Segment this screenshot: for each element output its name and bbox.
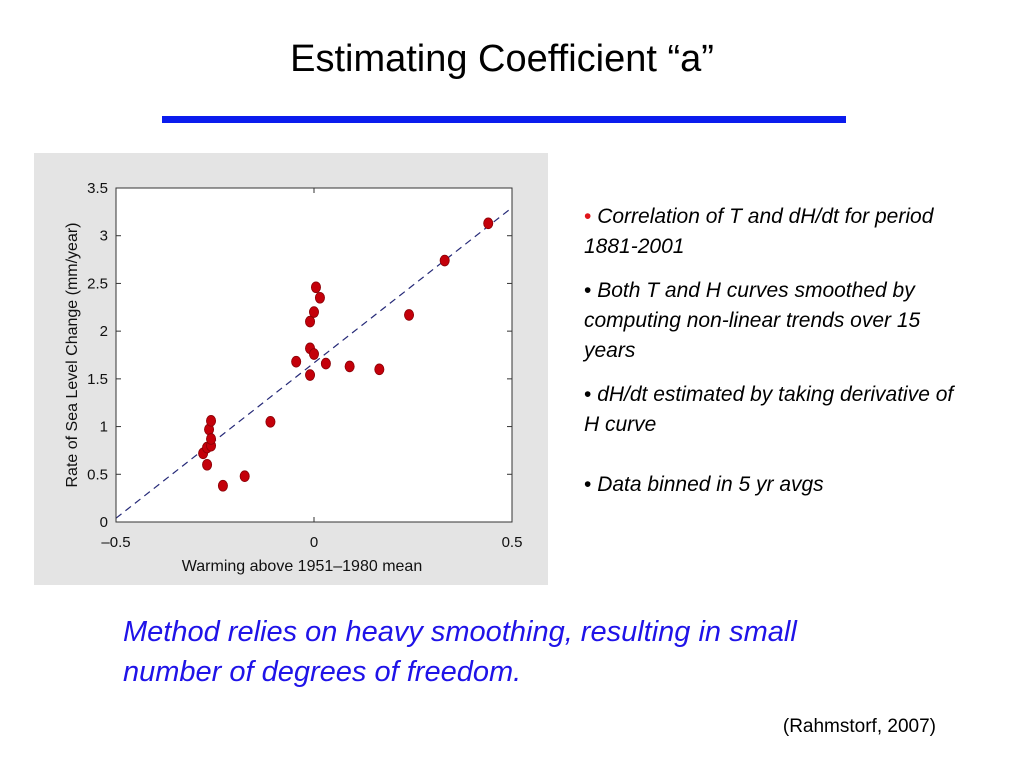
slide-title: Estimating Coefficient “a” bbox=[290, 38, 714, 80]
data-point bbox=[305, 315, 316, 328]
bullet-item: • dH/dt estimated by taking derivative o… bbox=[584, 380, 974, 440]
scatter-chart: –0.5 0 0.5 0 0.5 1 1.5 2 2.5 3 3.5 Warming above 1… bbox=[64, 180, 523, 575]
y-tick-label: 0.5 bbox=[87, 466, 108, 483]
data-point bbox=[404, 309, 415, 321]
scatter-figure: –0.5 0 0.5 0 0.5 1 1.5 2 2.5 3 3.5 Warming above 1… bbox=[34, 153, 548, 585]
bullet-item: • Both T and H curves smoothed by comput… bbox=[584, 276, 974, 366]
x-tick-label: –0.5 bbox=[101, 534, 130, 551]
title-underline bbox=[162, 116, 846, 123]
data-point bbox=[374, 363, 385, 376]
data-point bbox=[439, 254, 450, 267]
bullet-text: Both T and H curves smoothed by computin… bbox=[584, 279, 921, 362]
x-axis-title: Warming above 1951–1980 mean bbox=[182, 558, 422, 575]
conclusion-text: Method relies on heavy smoothing, result… bbox=[123, 616, 797, 688]
y-tick-label: 2 bbox=[100, 323, 108, 340]
x-tick-label: 0 bbox=[310, 534, 318, 551]
citation: (Rahmstorf, 2007) bbox=[782, 716, 936, 737]
data-point bbox=[206, 415, 217, 427]
data-point bbox=[202, 458, 213, 471]
data-point bbox=[206, 433, 217, 445]
bullet-item: • Correlation of T and dH/dt for period … bbox=[584, 202, 974, 262]
y-tick-label: 0 bbox=[100, 514, 108, 531]
data-point bbox=[314, 291, 325, 304]
y-axis-title: Rate of Sea Level Change (mm/year) bbox=[64, 222, 81, 487]
data-point bbox=[483, 217, 494, 230]
data-point bbox=[217, 479, 228, 492]
bullet-list: • Correlation of T and dH/dt for period … bbox=[584, 202, 974, 514]
data-point bbox=[308, 348, 319, 360]
data-point bbox=[265, 415, 276, 428]
data-point bbox=[291, 355, 302, 368]
data-point bbox=[308, 306, 319, 318]
y-tick-label: 3 bbox=[100, 228, 108, 245]
bullet-text: Data binned in 5 yr avgs bbox=[597, 473, 824, 496]
y-tick-label: 3.5 bbox=[87, 180, 108, 197]
bullet-marker: • bbox=[584, 205, 592, 228]
data-point bbox=[320, 357, 331, 370]
bullet-item: • Data binned in 5 yr avgs bbox=[584, 470, 974, 500]
bullet-text: Correlation of T and dH/dt for period 18… bbox=[584, 205, 934, 258]
y-tick-label: 1 bbox=[100, 419, 108, 436]
bullet-marker: • bbox=[584, 383, 592, 406]
data-point bbox=[305, 369, 316, 381]
x-tick-label: 0.5 bbox=[502, 534, 523, 551]
bullet-text: dH/dt estimated by taking derivative of … bbox=[584, 383, 954, 436]
data-point bbox=[310, 281, 321, 294]
data-point bbox=[344, 360, 355, 373]
data-point bbox=[239, 470, 250, 482]
y-tick-label: 1.5 bbox=[87, 371, 108, 388]
bullet-marker: • bbox=[584, 279, 592, 302]
y-tick-label: 2.5 bbox=[87, 275, 108, 292]
bullet-marker: • bbox=[584, 473, 592, 496]
